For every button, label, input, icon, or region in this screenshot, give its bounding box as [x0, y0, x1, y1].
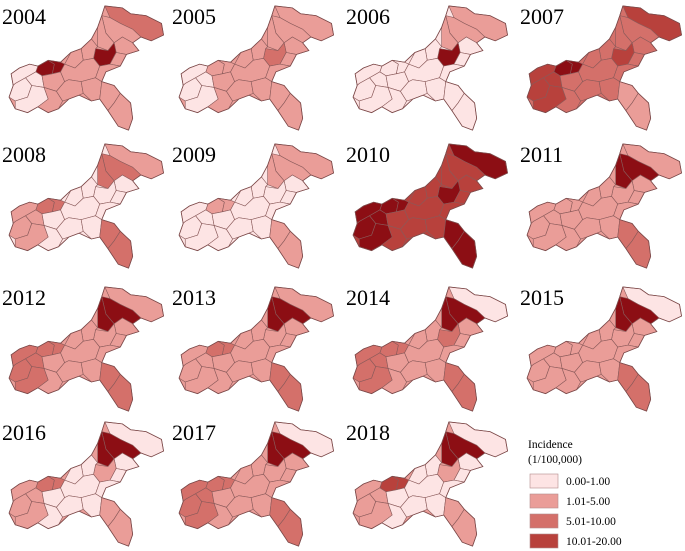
region-map: [526, 5, 683, 131]
year-label: 2018: [346, 420, 390, 445]
district-mid-19: [265, 201, 292, 221]
district-mid-19: [95, 479, 122, 499]
year-label: 2010: [346, 142, 390, 167]
year-label: 2005: [172, 4, 216, 29]
map-panel-2009: 2009: [172, 142, 335, 269]
legend-swatch: [529, 513, 559, 529]
legend-label: 5.01-10.00: [566, 516, 616, 528]
legend-swatch: [529, 473, 559, 489]
legend-subtitle: (1/100,000): [528, 454, 582, 466]
map-panel-2017: 2017: [172, 420, 335, 547]
district-mid-19: [613, 201, 640, 221]
map-panel-2012: 2012: [2, 285, 165, 412]
year-label: 2011: [520, 142, 563, 167]
region-map: [8, 286, 165, 412]
map-panel-2013: 2013: [172, 285, 335, 412]
year-label: 2004: [2, 4, 46, 29]
legend-label: 1.01-5.00: [566, 496, 610, 508]
region-map: [8, 5, 165, 131]
region-map: [178, 286, 335, 412]
district-mid-19: [95, 63, 122, 83]
year-label: 2009: [172, 142, 216, 167]
region-map: [8, 143, 165, 269]
district-mid-19: [439, 479, 466, 499]
region-map: [352, 143, 509, 269]
legend-label: 10.01-20.00: [566, 536, 622, 548]
year-label: 2017: [172, 420, 216, 445]
year-label: 2015: [520, 285, 564, 310]
district-mid-19: [265, 344, 292, 364]
region-map: [526, 143, 683, 269]
district-mid-19: [613, 344, 640, 364]
map-panel-2014: 2014: [346, 285, 509, 412]
district-mid-19: [439, 201, 466, 221]
map-panel-2015: 2015: [520, 285, 683, 412]
map-panel-2011: 2011: [520, 142, 683, 269]
map-panel-2007: 2007: [520, 4, 683, 131]
region-map: [8, 421, 165, 547]
legend-title: Incidence: [528, 439, 573, 451]
district-mid-19: [95, 344, 122, 364]
year-label: 2006: [346, 4, 390, 29]
legend-swatch: [529, 533, 559, 549]
district-mid-19: [439, 344, 466, 364]
legend-label: 0.00-1.00: [566, 476, 610, 488]
map-panel-2005: 2005: [172, 4, 335, 131]
year-label: 2012: [2, 285, 46, 310]
year-label: 2007: [520, 4, 564, 29]
legend: Incidence (1/100,000) 0.00-1.00 1.01-5.00…: [528, 439, 622, 549]
map-panel-2010: 2010: [346, 142, 509, 269]
year-label: 2008: [2, 142, 46, 167]
map-panel-2018: 2018: [346, 420, 509, 547]
district-mid-19: [439, 63, 466, 83]
district-mid-19: [613, 63, 640, 83]
year-label: 2016: [2, 420, 46, 445]
map-panel-2016: 2016: [2, 420, 165, 547]
year-label: 2014: [346, 285, 390, 310]
region-map: [352, 421, 509, 547]
region-map: [178, 5, 335, 131]
district-mid-19: [265, 63, 292, 83]
map-panel-2008: 2008: [2, 142, 165, 269]
region-map: [178, 421, 335, 547]
legend-swatch: [529, 493, 559, 509]
district-mid-19: [265, 479, 292, 499]
map-panel-2004: 2004: [2, 4, 165, 131]
district-mid-19: [95, 201, 122, 221]
region-map: [178, 143, 335, 269]
year-label: 2013: [172, 285, 216, 310]
region-map: [526, 286, 683, 412]
region-map: [352, 5, 509, 131]
map-panel-2006: 2006: [346, 4, 509, 131]
region-map: [352, 286, 509, 412]
